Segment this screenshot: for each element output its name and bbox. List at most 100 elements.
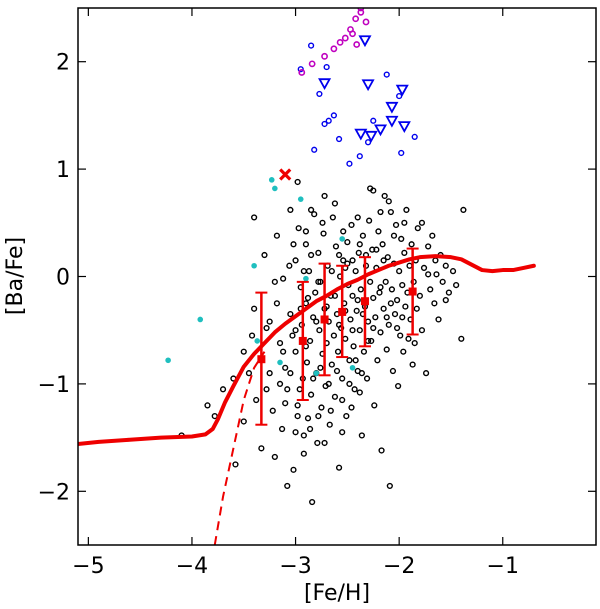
blue-triangle-point (364, 130, 378, 143)
black-star-point (401, 249, 408, 256)
black-star-point (276, 339, 284, 347)
black-star-point (380, 257, 387, 264)
black-star-point (385, 321, 392, 328)
cyan-star-point (251, 262, 257, 269)
black-star-point (280, 348, 287, 355)
black-star-point (387, 208, 394, 216)
black-star-point (273, 232, 281, 239)
x-tick-label: −4 (176, 554, 208, 579)
black-star-point (303, 359, 311, 366)
black-star-point (375, 228, 382, 235)
black-star-point (355, 249, 362, 256)
black-star-point (343, 413, 350, 420)
black-star-point (292, 257, 299, 264)
black-star-point (287, 206, 294, 214)
black-star-point (349, 327, 356, 334)
black-star-point (350, 343, 357, 350)
black-star-point (414, 225, 421, 232)
black-star-point (405, 335, 412, 342)
black-star-point (329, 214, 336, 221)
black-star-point (320, 230, 327, 237)
black-star-point (377, 284, 384, 291)
black-star-point (342, 335, 349, 342)
black-star-point (317, 278, 324, 285)
black-star-point (315, 249, 322, 256)
black-star-point (390, 232, 398, 239)
black-star-point (348, 221, 355, 229)
black-star-point (273, 300, 281, 307)
black-star-point (253, 396, 260, 404)
black-star-point (330, 332, 337, 339)
black-star-point (280, 275, 287, 282)
black-star-point (364, 337, 372, 345)
black-star-point (331, 393, 339, 400)
black-star-point (433, 271, 440, 278)
black-star-point (431, 300, 438, 307)
black-star-point (391, 310, 399, 318)
black-star-point (300, 268, 307, 275)
black-star-point (453, 281, 460, 289)
cyan-star-point (197, 316, 204, 323)
cyan-star-point (277, 359, 283, 366)
black-star-point (248, 332, 256, 339)
black-star-point (398, 235, 405, 243)
magenta-star-point (336, 38, 344, 46)
black-star-point (271, 278, 278, 285)
binned-mean-marker (360, 297, 369, 306)
black-star-point (347, 316, 354, 323)
black-star-point (332, 243, 340, 250)
magenta-star-point (330, 45, 338, 53)
black-star-point (346, 357, 353, 364)
blue-triangle-point (373, 124, 388, 137)
black-star-point (331, 292, 339, 299)
black-star-point (240, 348, 247, 355)
magenta-star-point (353, 41, 361, 48)
black-star-point (310, 314, 317, 321)
blue-triangle-point (358, 35, 372, 48)
magenta-star-point (357, 8, 365, 16)
y-tick-label: −1 (38, 373, 70, 398)
black-star-point (290, 466, 297, 473)
black-star-point (427, 286, 434, 293)
black-star-point (302, 228, 310, 235)
blue-star-point (316, 90, 323, 98)
black-star-point (356, 241, 363, 248)
black-star-point (292, 327, 299, 334)
black-star-point (373, 246, 380, 253)
black-star-point (310, 375, 317, 382)
black-star-point (304, 294, 312, 302)
black-star-point (422, 370, 430, 377)
x-tick-label: −3 (279, 554, 311, 579)
black-star-point (367, 278, 374, 285)
black-star-point (315, 413, 322, 420)
magenta-star-point (349, 30, 356, 38)
magenta-star-point (362, 18, 370, 26)
black-star-point (318, 404, 325, 411)
black-star-point (352, 357, 359, 364)
black-star-point (435, 316, 442, 323)
black-star-point (266, 370, 273, 377)
black-star-point (334, 348, 342, 355)
cyan-star-point (297, 196, 304, 202)
black-star-point (413, 305, 420, 312)
black-star-point (397, 332, 404, 339)
black-star-point (384, 254, 391, 261)
black-star-point (308, 206, 315, 214)
black-star-point (383, 346, 390, 353)
black-star-point (325, 380, 332, 388)
black-star-point (445, 289, 452, 296)
black-star-point (425, 243, 432, 250)
black-star-point (321, 192, 328, 200)
black-star-point (379, 241, 386, 248)
black-star-point (458, 335, 465, 342)
magenta-star-point (352, 15, 360, 23)
black-star-point (378, 447, 385, 454)
black-star-point (399, 314, 406, 321)
black-star-point (328, 361, 335, 368)
black-star-point (376, 289, 383, 296)
black-star-point (306, 337, 314, 345)
black-star-point (418, 219, 426, 226)
black-star-point (393, 297, 401, 304)
blue-star-point (411, 133, 418, 140)
